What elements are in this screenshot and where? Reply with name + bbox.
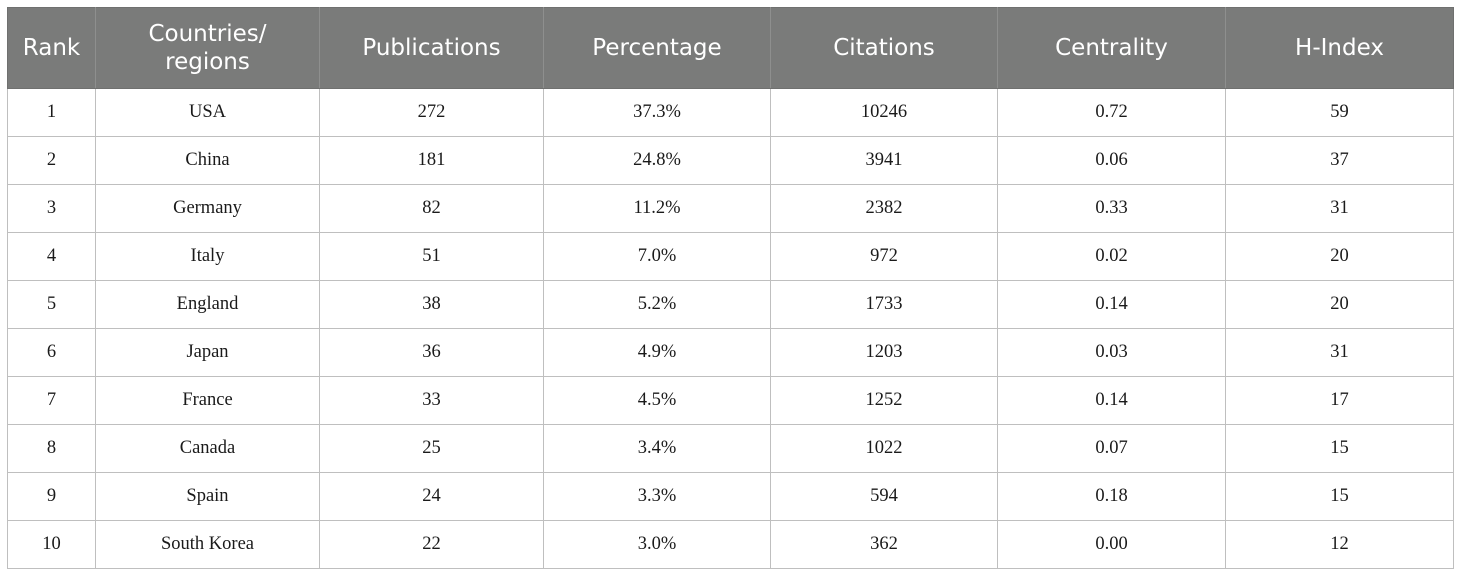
- table-row: 1 USA 272 37.3% 10246 0.72 59: [7, 88, 1454, 137]
- cell-publications: 36: [319, 328, 544, 377]
- cell-citations: 1203: [770, 328, 998, 377]
- cell-country: France: [95, 376, 320, 425]
- country-publications-table: Rank Countries/ regions Publications Per…: [7, 7, 1454, 569]
- cell-centrality: 0.00: [997, 520, 1226, 569]
- cell-centrality: 0.07: [997, 424, 1226, 473]
- cell-citations: 10246: [770, 88, 998, 137]
- cell-percentage: 5.2%: [543, 280, 771, 329]
- cell-h-index: 15: [1225, 424, 1454, 473]
- cell-publications: 51: [319, 232, 544, 281]
- cell-rank: 6: [7, 328, 96, 377]
- cell-citations: 1733: [770, 280, 998, 329]
- cell-centrality: 0.72: [997, 88, 1226, 137]
- cell-h-index: 12: [1225, 520, 1454, 569]
- cell-rank: 3: [7, 184, 96, 233]
- cell-citations: 362: [770, 520, 998, 569]
- cell-rank: 1: [7, 88, 96, 137]
- cell-percentage: 11.2%: [543, 184, 771, 233]
- table-row: 2 China 181 24.8% 3941 0.06 37: [7, 136, 1454, 185]
- header-rank: Rank: [7, 7, 96, 89]
- table-row: 3 Germany 82 11.2% 2382 0.33 31: [7, 184, 1454, 233]
- cell-rank: 5: [7, 280, 96, 329]
- cell-publications: 181: [319, 136, 544, 185]
- table-row: 7 France 33 4.5% 1252 0.14 17: [7, 376, 1454, 425]
- table-body: 1 USA 272 37.3% 10246 0.72 59 2 China 18…: [7, 88, 1454, 569]
- cell-h-index: 59: [1225, 88, 1454, 137]
- cell-country: Japan: [95, 328, 320, 377]
- cell-citations: 972: [770, 232, 998, 281]
- cell-publications: 82: [319, 184, 544, 233]
- table-row: 5 England 38 5.2% 1733 0.14 20: [7, 280, 1454, 329]
- cell-country: China: [95, 136, 320, 185]
- cell-centrality: 0.02: [997, 232, 1226, 281]
- cell-percentage: 3.4%: [543, 424, 771, 473]
- cell-h-index: 31: [1225, 328, 1454, 377]
- header-h-index: H-Index: [1225, 7, 1454, 89]
- header-publications: Publications: [319, 7, 544, 89]
- cell-centrality: 0.03: [997, 328, 1226, 377]
- cell-citations: 1252: [770, 376, 998, 425]
- cell-centrality: 0.06: [997, 136, 1226, 185]
- cell-publications: 25: [319, 424, 544, 473]
- header-row: Rank Countries/ regions Publications Per…: [7, 7, 1454, 89]
- cell-rank: 4: [7, 232, 96, 281]
- cell-rank: 9: [7, 472, 96, 521]
- table-row: 8 Canada 25 3.4% 1022 0.07 15: [7, 424, 1454, 473]
- table-row: 10 South Korea 22 3.0% 362 0.00 12: [7, 520, 1454, 569]
- cell-percentage: 3.3%: [543, 472, 771, 521]
- cell-percentage: 4.9%: [543, 328, 771, 377]
- table-row: 4 Italy 51 7.0% 972 0.02 20: [7, 232, 1454, 281]
- cell-percentage: 37.3%: [543, 88, 771, 137]
- cell-country: England: [95, 280, 320, 329]
- cell-centrality: 0.14: [997, 280, 1226, 329]
- table-row: 6 Japan 36 4.9% 1203 0.03 31: [7, 328, 1454, 377]
- table-header: Rank Countries/ regions Publications Per…: [7, 7, 1454, 89]
- cell-rank: 7: [7, 376, 96, 425]
- table-row: 9 Spain 24 3.3% 594 0.18 15: [7, 472, 1454, 521]
- cell-h-index: 17: [1225, 376, 1454, 425]
- cell-citations: 3941: [770, 136, 998, 185]
- cell-percentage: 3.0%: [543, 520, 771, 569]
- cell-percentage: 7.0%: [543, 232, 771, 281]
- cell-centrality: 0.14: [997, 376, 1226, 425]
- cell-rank: 8: [7, 424, 96, 473]
- cell-publications: 33: [319, 376, 544, 425]
- cell-h-index: 31: [1225, 184, 1454, 233]
- cell-publications: 272: [319, 88, 544, 137]
- header-countries-regions-label: Countries/ regions: [148, 21, 267, 75]
- cell-rank: 10: [7, 520, 96, 569]
- cell-publications: 22: [319, 520, 544, 569]
- cell-country: Italy: [95, 232, 320, 281]
- cell-rank: 2: [7, 136, 96, 185]
- cell-centrality: 0.33: [997, 184, 1226, 233]
- cell-citations: 2382: [770, 184, 998, 233]
- cell-country: USA: [95, 88, 320, 137]
- cell-citations: 594: [770, 472, 998, 521]
- cell-h-index: 20: [1225, 280, 1454, 329]
- cell-country: South Korea: [95, 520, 320, 569]
- cell-country: Spain: [95, 472, 320, 521]
- header-percentage: Percentage: [543, 7, 771, 89]
- cell-centrality: 0.18: [997, 472, 1226, 521]
- cell-publications: 38: [319, 280, 544, 329]
- country-publications-table-container: Rank Countries/ regions Publications Per…: [7, 7, 1454, 569]
- cell-h-index: 15: [1225, 472, 1454, 521]
- cell-publications: 24: [319, 472, 544, 521]
- cell-h-index: 20: [1225, 232, 1454, 281]
- cell-country: Canada: [95, 424, 320, 473]
- header-countries-regions: Countries/ regions: [95, 7, 320, 89]
- cell-percentage: 24.8%: [543, 136, 771, 185]
- cell-percentage: 4.5%: [543, 376, 771, 425]
- cell-citations: 1022: [770, 424, 998, 473]
- header-centrality: Centrality: [997, 7, 1226, 89]
- cell-country: Germany: [95, 184, 320, 233]
- cell-h-index: 37: [1225, 136, 1454, 185]
- header-citations: Citations: [770, 7, 998, 89]
